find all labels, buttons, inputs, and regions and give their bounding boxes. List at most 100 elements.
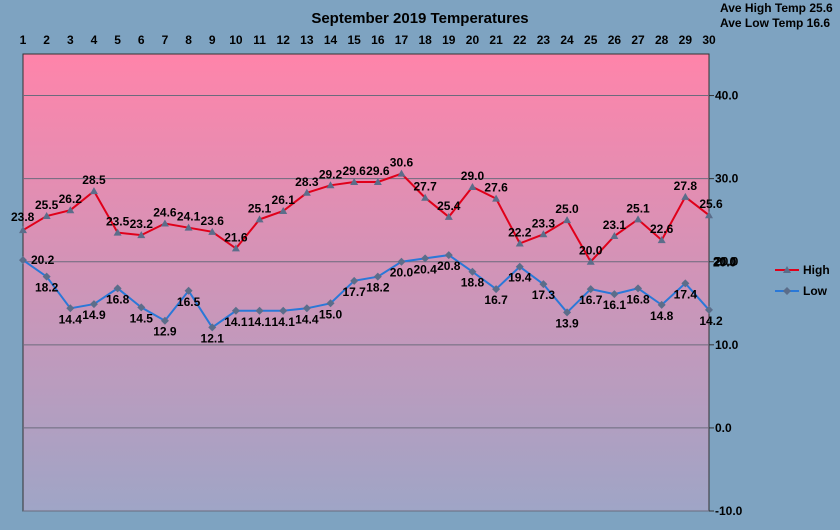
point-low bbox=[373, 272, 382, 281]
data-label-low: 12.9 bbox=[153, 325, 177, 339]
point-high bbox=[137, 231, 146, 239]
y-tick-label: 10.0 bbox=[715, 338, 739, 352]
data-label-high: 20.0 bbox=[579, 244, 603, 258]
data-label-low: 14.8 bbox=[650, 309, 674, 323]
point-low bbox=[42, 272, 51, 281]
x-tick-label: 29 bbox=[679, 33, 693, 47]
data-label-high: 23.1 bbox=[603, 218, 627, 232]
point-low bbox=[539, 280, 548, 289]
y-tick-label: 20.0 bbox=[715, 255, 739, 269]
point-low bbox=[255, 306, 264, 315]
data-label-low: 16.7 bbox=[484, 293, 508, 307]
point-high bbox=[19, 226, 27, 234]
data-label-high: 28.3 bbox=[295, 175, 319, 189]
x-tick-label: 17 bbox=[395, 33, 409, 47]
y-axis: -10.0 0.0 10.0 20.0 30.0 40.0 bbox=[709, 89, 743, 518]
point-high bbox=[444, 212, 453, 220]
x-axis: 1 2 3 4 5 6 7 8 9 10 11 12 13 14 15 16 17 18 19 20 21 22 23 24 2… bbox=[20, 33, 716, 47]
point-high bbox=[42, 212, 51, 220]
series-line-high bbox=[22, 172, 710, 264]
point-high bbox=[184, 223, 193, 231]
data-label-high: 23.5 bbox=[106, 215, 130, 229]
data-label-low: 14.1 bbox=[248, 315, 272, 329]
data-label-low: 12.1 bbox=[201, 331, 225, 345]
point-high bbox=[657, 236, 666, 244]
point-high bbox=[468, 182, 477, 190]
x-tick-label: 15 bbox=[347, 33, 361, 47]
point-low bbox=[492, 285, 501, 294]
data-label-low: 16.7 bbox=[579, 293, 603, 307]
point-low bbox=[66, 304, 75, 313]
data-label-low: 20.8 bbox=[437, 259, 461, 273]
series-line-low bbox=[22, 254, 710, 329]
data-label-low: 14.4 bbox=[59, 312, 83, 326]
data-label-high: 21.6 bbox=[224, 230, 248, 244]
data-label-low: 16.5 bbox=[177, 295, 201, 309]
x-tick-label: 21 bbox=[489, 33, 503, 47]
data-label-low: 17.7 bbox=[342, 285, 366, 299]
data-label-low: 14.2 bbox=[699, 314, 723, 328]
x-tick-label: 6 bbox=[138, 33, 145, 47]
data-label-low: 15.0 bbox=[319, 307, 343, 321]
point-high bbox=[610, 231, 619, 239]
point-high bbox=[279, 207, 288, 215]
point-low bbox=[89, 300, 98, 309]
data-label-high: 29.6 bbox=[366, 164, 390, 178]
x-tick-label: 1 bbox=[20, 33, 27, 47]
data-label-low: 20.2 bbox=[31, 253, 55, 267]
x-tick-label: 13 bbox=[300, 33, 314, 47]
x-tick-label: 24 bbox=[560, 33, 574, 47]
data-label-low: 17.3 bbox=[532, 288, 556, 302]
point-low bbox=[208, 323, 217, 332]
chart-title: September 2019 Temperatures bbox=[311, 10, 528, 27]
data-label-low: 14.1 bbox=[224, 315, 248, 329]
data-label-high: 29.0 bbox=[461, 169, 485, 183]
data-label-high: 24.1 bbox=[177, 210, 201, 224]
point-high bbox=[705, 211, 713, 219]
point-high bbox=[586, 257, 595, 265]
legend-marker bbox=[783, 287, 791, 295]
x-tick-label: 4 bbox=[91, 33, 98, 47]
last-point-label: 20.0 bbox=[713, 255, 737, 269]
x-tick-label: 19 bbox=[442, 33, 456, 47]
y-tick-label: 30.0 bbox=[715, 172, 739, 186]
plot-area bbox=[22, 53, 710, 512]
point-high bbox=[634, 215, 643, 223]
x-tick-label: 11 bbox=[253, 33, 266, 47]
x-tick-label: 5 bbox=[114, 33, 121, 47]
point-low bbox=[515, 262, 524, 271]
data-label-low: 20.0 bbox=[390, 266, 414, 280]
data-label-low: 18.8 bbox=[461, 276, 485, 290]
stat-ave-high: Ave High Temp 25.6 bbox=[720, 1, 833, 15]
point-high bbox=[563, 216, 572, 224]
x-tick-label: 10 bbox=[229, 33, 243, 47]
data-label-high: 22.6 bbox=[650, 222, 674, 236]
x-tick-label: 28 bbox=[655, 33, 669, 47]
data-label-high: 22.2 bbox=[508, 225, 532, 239]
x-tick-label: 25 bbox=[584, 33, 598, 47]
x-tick-label: 7 bbox=[162, 33, 169, 47]
data-label-high: 23.2 bbox=[130, 217, 154, 231]
data-label-high: 25.1 bbox=[248, 201, 272, 215]
x-tick-label: 14 bbox=[324, 33, 338, 47]
data-label-high: 25.5 bbox=[35, 198, 59, 212]
legend-marker bbox=[783, 266, 791, 273]
data-label-low: 17.4 bbox=[674, 287, 698, 301]
data-label-high: 23.6 bbox=[201, 214, 225, 228]
point-high bbox=[302, 188, 311, 196]
x-tick-label: 12 bbox=[277, 33, 291, 47]
point-high bbox=[397, 169, 406, 177]
point-low bbox=[302, 304, 311, 313]
x-tick-label: 8 bbox=[185, 33, 192, 47]
point-high bbox=[421, 193, 430, 201]
data-label-high: 29.6 bbox=[342, 164, 366, 178]
x-tick-label: 27 bbox=[631, 33, 645, 47]
data-label-high: 25.4 bbox=[437, 199, 461, 213]
data-label-high: 28.5 bbox=[82, 173, 106, 187]
data-label-low: 16.1 bbox=[603, 298, 627, 312]
point-high bbox=[515, 239, 524, 247]
x-tick-label: 16 bbox=[371, 33, 385, 47]
point-high bbox=[89, 187, 98, 195]
point-high bbox=[539, 230, 548, 238]
